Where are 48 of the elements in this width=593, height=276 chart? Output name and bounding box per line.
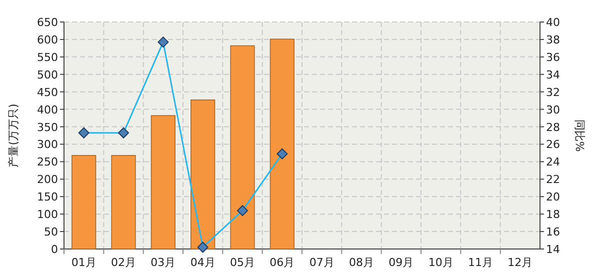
x-tick-label: 08月 bbox=[349, 256, 374, 269]
y-tick-label: 600 bbox=[37, 33, 58, 46]
y2-tick-label: 34 bbox=[546, 68, 560, 82]
y-tick-label: 50 bbox=[44, 226, 58, 239]
y-tick-label: 300 bbox=[37, 138, 58, 152]
bar bbox=[190, 99, 216, 250]
x-tick-label: 12月 bbox=[508, 256, 533, 269]
bar bbox=[270, 38, 294, 250]
y2-axis-title: 同比% bbox=[573, 119, 586, 152]
y2-tick-label: 38 bbox=[546, 33, 560, 46]
y2-tick-label: 30 bbox=[546, 103, 560, 116]
y-tick-label: 350 bbox=[37, 120, 58, 134]
y-tick-label: 0 bbox=[51, 243, 58, 256]
bar bbox=[72, 155, 96, 250]
y2-tick-label: 40 bbox=[546, 16, 560, 29]
y-tick-label: 500 bbox=[37, 68, 58, 82]
bar bbox=[230, 45, 255, 250]
y2-tick-label: 26 bbox=[546, 138, 560, 152]
y2-tick-label: 32 bbox=[546, 86, 560, 99]
y2-tick-label: 28 bbox=[546, 120, 560, 134]
x-tick-label: 11月 bbox=[468, 256, 493, 269]
y2-tick-label: 16 bbox=[546, 226, 560, 239]
y-axis-title: 产量(万万只) bbox=[7, 104, 20, 168]
y2-tick-label: 22 bbox=[546, 173, 560, 186]
y2-tick-label: 14 bbox=[546, 243, 560, 256]
bar bbox=[150, 115, 176, 250]
x-tick-label: 09月 bbox=[388, 256, 414, 269]
x-tick-label: 07月 bbox=[309, 256, 334, 269]
x-tick-label: 04月 bbox=[190, 256, 216, 269]
y-tick-label: 150 bbox=[37, 190, 58, 204]
y2-tick-label: 24 bbox=[546, 156, 560, 169]
y-tick-label: 400 bbox=[37, 103, 58, 116]
y2-tick-label: 20 bbox=[546, 190, 560, 204]
x-tick-label: 01月 bbox=[71, 256, 96, 269]
x-tick-label: 06月 bbox=[270, 256, 295, 269]
y-tick-label: 650 bbox=[37, 16, 58, 29]
x-tick-label: 02月 bbox=[111, 256, 136, 269]
y-tick-label: 100 bbox=[37, 208, 58, 222]
x-tick-label: 03月 bbox=[150, 256, 176, 269]
bar bbox=[111, 155, 136, 250]
y-tick-label: 250 bbox=[37, 156, 58, 169]
y-tick-label: 450 bbox=[37, 86, 58, 99]
x-tick-label: 05月 bbox=[230, 256, 255, 269]
x-tick-label: 10月 bbox=[428, 256, 454, 269]
y2-tick-label: 18 bbox=[546, 208, 560, 222]
y-tick-label: 550 bbox=[37, 50, 58, 64]
y2-tick-label: 36 bbox=[546, 50, 560, 64]
y-tick-label: 200 bbox=[37, 173, 58, 186]
